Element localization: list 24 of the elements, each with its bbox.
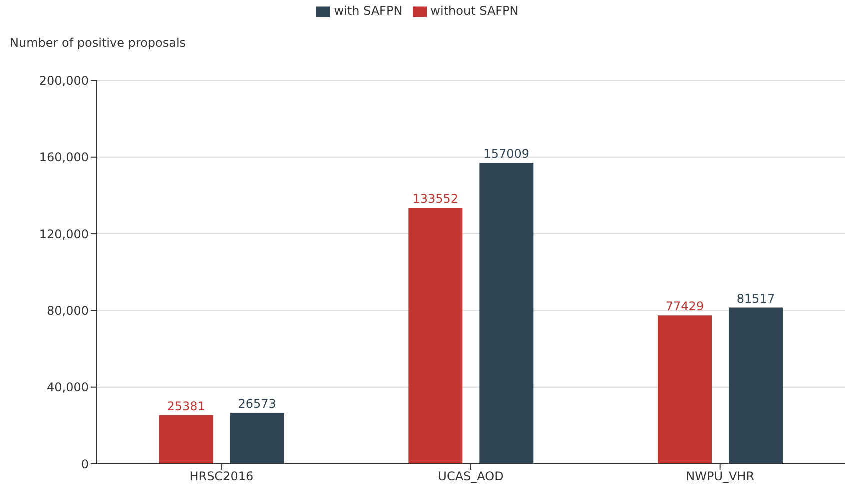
bar: [159, 415, 214, 464]
x-tick-label: HRSC2016: [190, 470, 254, 484]
legend-label: with SAFPN: [334, 4, 403, 18]
y-tick-label: 40,000: [47, 380, 89, 395]
x-tick-label: NWPU_VHR: [686, 470, 755, 484]
y-tick-label: 160,000: [39, 150, 89, 165]
bar: [729, 308, 783, 464]
y-tick-label: 120,000: [39, 227, 89, 242]
data-label: 77429: [666, 300, 704, 314]
data-label: 26573: [238, 397, 276, 412]
y-tick-label: 200,000: [39, 74, 89, 88]
bar: [658, 316, 712, 464]
data-label: 81517: [736, 292, 776, 306]
data-label: 157009: [484, 147, 530, 162]
bar: [480, 163, 534, 464]
x-tick-label: UCAS_AOD: [438, 470, 504, 484]
legend-label: without SAFPN: [430, 4, 519, 18]
y-axis-title: Number of positive proposals: [10, 36, 186, 50]
bar: [408, 208, 463, 464]
bar: [230, 413, 284, 464]
y-tick-label: 0: [81, 457, 89, 472]
y-tick-label: 80,000: [47, 304, 89, 318]
data-label: 25381: [167, 399, 206, 414]
data-label: 133552: [412, 192, 459, 206]
